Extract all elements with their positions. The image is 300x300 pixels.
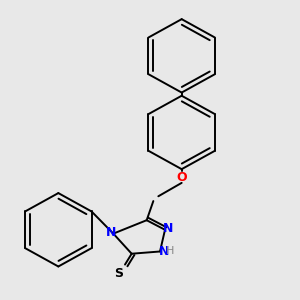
Text: N: N: [163, 222, 173, 235]
Text: N: N: [159, 245, 169, 258]
Text: N: N: [106, 226, 116, 238]
Text: H: H: [166, 247, 174, 256]
Text: S: S: [115, 267, 124, 280]
Text: O: O: [176, 171, 187, 184]
